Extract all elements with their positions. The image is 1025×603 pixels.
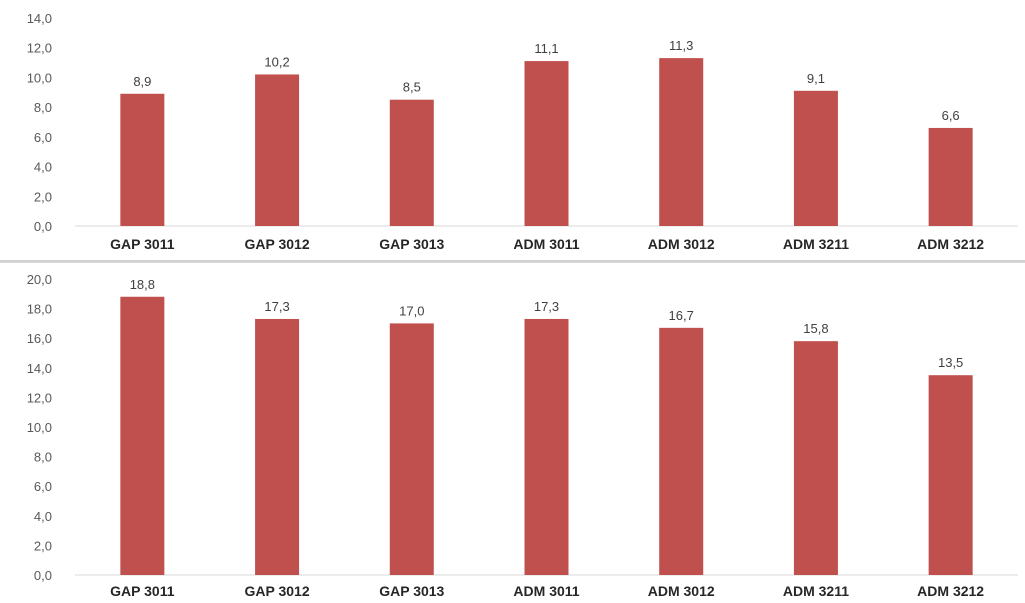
bar	[659, 58, 704, 226]
y-tick-label: 18,0	[27, 302, 52, 317]
bar	[524, 318, 569, 575]
bar	[120, 93, 165, 227]
bar	[255, 318, 300, 575]
data-label: 17,3	[534, 299, 559, 314]
y-tick-label: 16,0	[27, 331, 52, 346]
category-label: GAP 3011	[110, 236, 175, 252]
y-tick-label: 8,0	[34, 450, 52, 465]
chart-bottom-svg: 0,0 2,0 4,0 6,0 8,0 10,0 12,0 14,0 16,0 18,0 20,0 1…	[27, 272, 1018, 599]
category-label: ADM 3011	[513, 236, 579, 252]
category-label: GAP 3011	[110, 583, 175, 599]
data-label: 15,8	[803, 321, 828, 336]
bar	[389, 323, 434, 575]
y-tick-label: 14,0	[27, 361, 52, 376]
category-label: ADM 3211	[783, 583, 849, 599]
y-tick-label: 2,0	[34, 538, 52, 553]
category-label: ADM 3212	[917, 236, 984, 252]
data-label: 8,9	[133, 74, 151, 89]
chart-divider	[0, 260, 1025, 262]
y-tick-label: 8,0	[34, 100, 52, 115]
chart-bottom: 0,0 2,0 4,0 6,0 8,0 10,0 12,0 14,0 16,0 18,0 20,0 1…	[0, 262, 1025, 603]
data-label: 11,3	[669, 38, 693, 53]
y-tick-label: 10,0	[27, 70, 52, 85]
y-tick-label: 2,0	[34, 189, 52, 204]
bar	[255, 74, 300, 226]
y-tick-label: 4,0	[34, 509, 52, 524]
category-label: GAP 3012	[245, 236, 310, 252]
category-label: GAP 3012	[245, 583, 310, 599]
bar	[793, 341, 838, 575]
y-tick-label: 0,0	[34, 219, 52, 234]
category-label: ADM 3211	[783, 236, 849, 252]
category-label: ADM 3011	[513, 583, 579, 599]
bar	[389, 99, 434, 226]
data-label: 17,3	[264, 299, 289, 314]
data-label: 9,1	[807, 71, 825, 86]
chart-top-svg: 0,0 2,0 4,0 6,0 8,0 10,0 12,0 14,0 8,9 GAP 3011 10…	[27, 11, 1018, 252]
bar	[793, 90, 838, 226]
category-label: ADM 3212	[917, 583, 984, 599]
data-label: 8,5	[403, 80, 421, 95]
data-label: 16,7	[669, 308, 694, 323]
y-tick-label: 12,0	[27, 390, 52, 405]
category-label: GAP 3013	[379, 236, 444, 252]
bar	[928, 127, 973, 226]
y-tick-label: 0,0	[34, 568, 52, 583]
bar	[524, 61, 569, 227]
category-label: ADM 3012	[648, 236, 715, 252]
category-label: ADM 3012	[648, 583, 715, 599]
chart-top: 0,0 2,0 4,0 6,0 8,0 10,0 12,0 14,0 8,9 GAP 3011 10…	[0, 0, 1025, 260]
bar	[928, 375, 973, 575]
data-label: 18,8	[130, 277, 155, 292]
y-tick-label: 4,0	[34, 160, 52, 175]
y-tick-label: 12,0	[27, 41, 52, 56]
y-tick-label: 6,0	[34, 130, 52, 145]
data-label: 6,6	[942, 108, 960, 123]
data-label: 11,1	[534, 41, 558, 56]
y-tick-label: 10,0	[27, 420, 52, 435]
bar	[120, 296, 165, 575]
data-label: 10,2	[264, 54, 289, 69]
category-label: GAP 3013	[379, 583, 444, 599]
y-tick-label: 14,0	[27, 11, 52, 26]
bar	[659, 327, 704, 575]
data-label: 13,5	[938, 355, 963, 370]
y-tick-label: 20,0	[27, 272, 52, 287]
y-tick-label: 6,0	[34, 479, 52, 494]
data-label: 17,0	[399, 303, 424, 318]
